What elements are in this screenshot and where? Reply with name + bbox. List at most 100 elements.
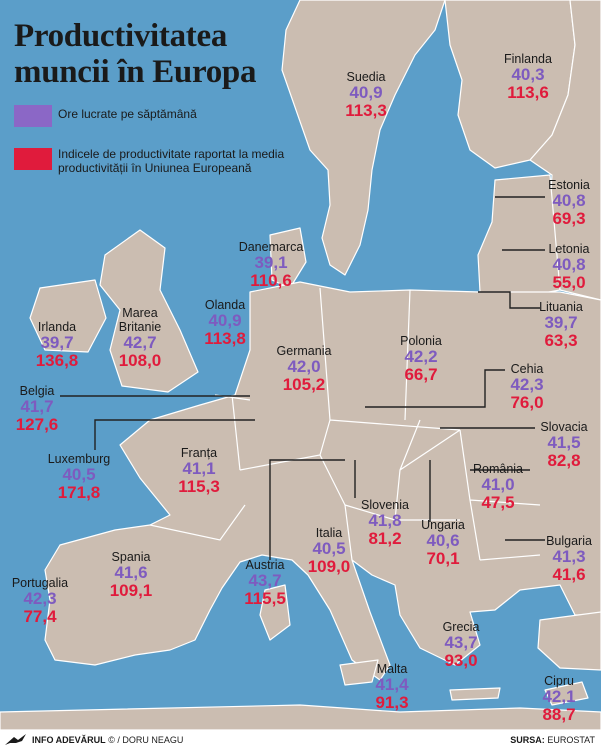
country-label-romania: România 41,0 47,5	[462, 462, 534, 512]
legend-productivity-label: Indicele de productivitate raportat la m…	[58, 147, 285, 175]
country-name: Suedia	[346, 70, 386, 84]
hours-value: 40,3	[511, 65, 545, 84]
country-name: Estonia	[548, 178, 590, 192]
country-label-finlanda: Finlanda 40,3 113,6	[495, 52, 561, 102]
land-great-britain	[99, 229, 199, 393]
hours-value: 41,8	[368, 511, 402, 530]
hours-value: 40,6	[426, 531, 460, 550]
country-name: Italia	[315, 526, 343, 540]
leader-austria	[269, 459, 345, 560]
country-name: Malta	[376, 662, 408, 676]
country-name: Olanda	[204, 298, 246, 312]
country-name: Finlanda	[504, 52, 552, 66]
productivity-value: 91,3	[375, 693, 409, 712]
productivity-value: 93,0	[444, 651, 478, 670]
hours-value: 41,4	[375, 675, 409, 694]
country-label-marea-britanie: Marea Britanie 42,7 108,0	[104, 306, 176, 370]
productivity-value: 113,6	[507, 83, 549, 102]
hours-value: 43,7	[444, 633, 478, 652]
country-label-olanda: Olanda 40,9 113,8	[192, 298, 258, 348]
land-sicily	[339, 659, 379, 686]
land-turkey	[537, 611, 601, 671]
hours-value: 42,7	[123, 333, 157, 352]
border-lines	[149, 287, 541, 561]
country-label-cehia: Cehia 42,3 76,0	[496, 362, 558, 412]
hours-value: 41,3	[552, 547, 586, 566]
credit-brand: INFO ADEVĂRUL	[32, 735, 106, 745]
country-name: Marea Britanie	[118, 306, 162, 334]
hours-swatch	[14, 105, 52, 127]
hours-value: 40,8	[552, 255, 586, 274]
leader-cehia	[365, 369, 505, 408]
country-name: Portugalia	[11, 576, 69, 590]
country-label-suedia: Suedia 40,9 113,3	[333, 70, 399, 120]
country-name: Belgia	[19, 384, 55, 398]
country-label-estonia: Estonia 40,8 69,3	[540, 178, 598, 228]
legend-hours: Ore lucrate pe săptămână	[14, 104, 298, 127]
leader-lituania	[478, 291, 540, 309]
productivity-value: 66,7	[404, 365, 438, 384]
productivity-value: 171,8	[57, 483, 101, 502]
hours-value: 41,6	[114, 563, 148, 582]
country-label-lituania: Lituania 39,7 63,3	[528, 300, 594, 350]
hours-value: 39,1	[254, 253, 288, 272]
country-name: Cipru	[544, 674, 574, 688]
productivity-value: 77,4	[23, 607, 57, 626]
footer: INFO ADEVĂRUL © / DORU NEAGU SURSA: EURO…	[0, 730, 601, 750]
productivity-value: 76,0	[510, 393, 544, 412]
productivity-value: 113,3	[345, 101, 387, 120]
productivity-value: 88,7	[542, 705, 576, 724]
productivity-value: 115,3	[178, 477, 220, 496]
land-north-africa	[0, 704, 601, 730]
productivity-value: 47,5	[481, 493, 515, 512]
hours-value: 41,7	[20, 397, 54, 416]
country-label-grecia: Grecia 43,7 93,0	[428, 620, 494, 670]
productivity-value: 55,0	[552, 273, 586, 292]
country-name: Polonia	[400, 334, 442, 348]
title-line-2: muncii în Europa	[14, 54, 257, 90]
country-name: România	[472, 462, 524, 476]
country-name: Lituania	[539, 300, 583, 314]
country-name: Ungaria	[421, 518, 465, 532]
country-label-austria: Austria 43,7 115,5	[232, 558, 298, 608]
source-label: SURSA:	[510, 735, 545, 745]
productivity-value: 109,0	[307, 557, 351, 576]
hours-value: 41,5	[547, 433, 581, 452]
country-name: Slovacia	[540, 420, 588, 434]
country-label-cipru: Cipru 42,1 88,7	[528, 674, 590, 724]
land-norway-sweden	[281, 0, 446, 276]
country-label-germania: Germania 42,0 105,2	[268, 344, 340, 394]
source: SURSA: EUROSTAT	[510, 735, 595, 745]
country-label-portugalia: Portugalia 42,3 77,4	[4, 576, 76, 626]
country-name: Germania	[276, 344, 332, 358]
productivity-value: 105,2	[282, 375, 326, 394]
hours-value: 40,9	[208, 311, 242, 330]
country-label-luxemburg: Luxemburg 40,5 171,8	[40, 452, 118, 502]
country-name: Cehia	[510, 362, 544, 376]
country-name: Danemarca	[238, 240, 304, 254]
productivity-value: 109,1	[109, 581, 153, 600]
country-label-spania: Spania 41,6 109,1	[98, 550, 164, 600]
bird-logo-icon	[5, 734, 26, 745]
hours-value: 41,0	[481, 475, 515, 494]
country-label-italia: Italia 40,5 109,0	[296, 526, 362, 576]
country-name: Austria	[245, 558, 285, 572]
country-label-polonia: Polonia 42,2 66,7	[388, 334, 454, 384]
country-label-ungaria: Ungaria 40,6 70,1	[410, 518, 476, 568]
productivity-value: 113,8	[204, 329, 246, 348]
productivity-swatch	[14, 148, 52, 170]
hours-value: 42,3	[510, 375, 544, 394]
country-name: Grecia	[442, 620, 480, 634]
country-label-franta: Franța 41,1 115,3	[166, 446, 232, 496]
infographic-title: Productivitatea muncii în Europa	[14, 18, 256, 90]
country-label-danemarca: Danemarca 39,1 110,6	[232, 240, 310, 290]
country-name: Letonia	[548, 242, 590, 256]
country-name: Slovenia	[361, 498, 409, 512]
hours-value: 40,5	[62, 465, 96, 484]
country-name: Spania	[111, 550, 151, 564]
leader-luxemburg	[94, 419, 255, 450]
land-ireland	[29, 279, 107, 353]
hours-value: 43,7	[248, 571, 282, 590]
country-label-bulgaria: Bulgaria 41,3 41,6	[538, 534, 600, 584]
